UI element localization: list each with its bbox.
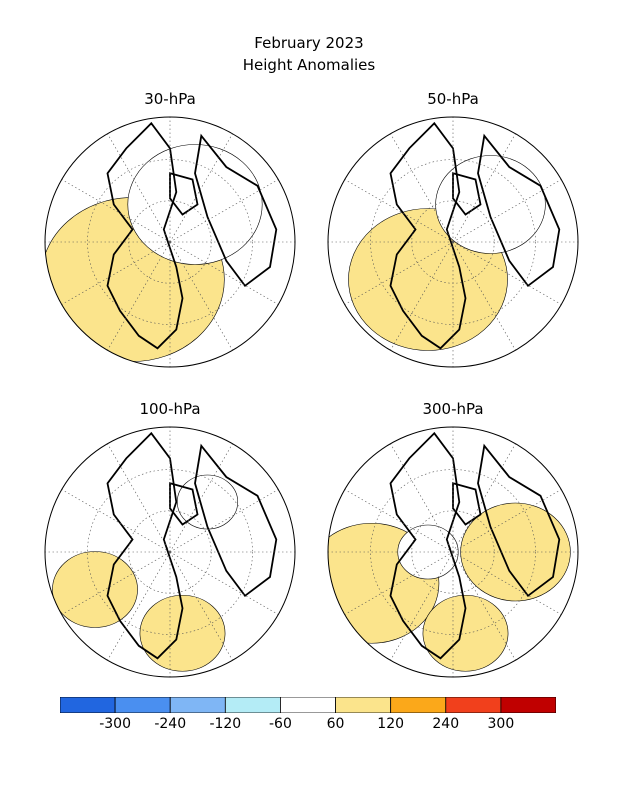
panel-50hpa: 50-hPa bbox=[323, 90, 583, 380]
panel-label-300hpa: 300-hPa bbox=[422, 400, 484, 418]
coastline bbox=[452, 482, 482, 526]
colorbar-segment bbox=[445, 697, 502, 713]
colorbar-tick-label: 120 bbox=[377, 716, 405, 732]
map-30hpa bbox=[44, 116, 296, 368]
anomaly-contour bbox=[435, 155, 546, 254]
colorbar-segment bbox=[224, 697, 281, 713]
map-border bbox=[327, 116, 579, 368]
meridian-line bbox=[390, 133, 454, 243]
colorbar bbox=[60, 697, 556, 713]
meridian-line bbox=[452, 443, 516, 553]
coastline bbox=[477, 133, 561, 288]
meridian-line bbox=[344, 489, 454, 553]
coastline bbox=[106, 431, 184, 660]
meridian-line bbox=[169, 241, 279, 305]
map-border bbox=[44, 426, 296, 678]
coastline bbox=[194, 443, 278, 598]
map-100hpa bbox=[44, 426, 296, 678]
panel-label-30hpa: 30-hPa bbox=[144, 90, 196, 108]
meridian-line bbox=[452, 551, 562, 615]
latitude-circle bbox=[370, 159, 536, 325]
panel-label-100hpa: 100-hPa bbox=[139, 400, 201, 418]
colorbar-segment bbox=[60, 697, 116, 713]
meridian-line bbox=[344, 179, 454, 243]
colorbar-tick-label: 300 bbox=[487, 716, 515, 732]
latitude-circle bbox=[87, 159, 253, 325]
colorbar-segment bbox=[390, 697, 447, 713]
meridian-line bbox=[452, 241, 516, 351]
meridian-line bbox=[452, 241, 562, 305]
meridian-line bbox=[452, 179, 562, 243]
map-title: February 2023 bbox=[254, 34, 364, 52]
colorbar-tick-label: -60 bbox=[269, 716, 292, 732]
map-border bbox=[327, 426, 579, 678]
map-subtitle: Height Anomalies bbox=[242, 56, 376, 74]
colorbar-tick-label: 240 bbox=[432, 716, 460, 732]
meridian-line bbox=[61, 489, 171, 553]
meridian-line bbox=[344, 241, 454, 305]
anomaly-contour bbox=[52, 551, 138, 628]
latitude-circle bbox=[87, 469, 253, 635]
colorbar-segment bbox=[280, 697, 336, 713]
meridian-line bbox=[169, 133, 233, 243]
meridian-line bbox=[169, 179, 279, 243]
meridian-line bbox=[61, 241, 171, 305]
panel-30hpa: 30-hPa bbox=[40, 90, 300, 380]
map-50hpa bbox=[327, 116, 579, 368]
colorbar-segment bbox=[169, 697, 226, 713]
latitude-circle bbox=[370, 469, 536, 635]
meridian-line bbox=[107, 241, 171, 351]
meridian-line bbox=[390, 551, 454, 661]
colorbar-tick-label: -120 bbox=[209, 716, 242, 732]
colorbar-ticks: -300 -240 -120 -60 60 120 240 300 bbox=[0, 716, 618, 736]
coastline bbox=[477, 443, 561, 598]
panel-label-50hpa: 50-hPa bbox=[427, 90, 479, 108]
colorbar-segment bbox=[500, 697, 556, 713]
coastline bbox=[194, 133, 278, 288]
panel-100hpa: 100-hPa bbox=[40, 400, 300, 690]
meridian-line bbox=[169, 489, 279, 553]
meridian-line bbox=[169, 443, 233, 553]
colorbar-tick-label: -240 bbox=[154, 716, 187, 732]
coastline bbox=[389, 121, 467, 350]
meridian-line bbox=[452, 489, 562, 553]
meridian-line bbox=[61, 179, 171, 243]
meridian-line bbox=[169, 551, 233, 661]
colorbar-tick-label: 60 bbox=[326, 716, 345, 732]
colorbar-tick-label: -300 bbox=[99, 716, 131, 732]
meridian-line bbox=[107, 551, 171, 661]
meridian-line bbox=[344, 551, 454, 615]
coastline bbox=[389, 431, 467, 660]
anomaly-contour bbox=[127, 144, 263, 265]
meridian-line bbox=[390, 443, 454, 553]
coastline bbox=[169, 482, 199, 526]
panel-300hpa: 300-hPa bbox=[323, 400, 583, 690]
meridian-line bbox=[107, 133, 171, 243]
coastline bbox=[169, 172, 199, 216]
meridian-line bbox=[169, 551, 279, 615]
map-300hpa bbox=[327, 426, 579, 678]
meridian-line bbox=[169, 241, 233, 351]
colorbar-segment bbox=[335, 697, 392, 713]
meridian-line bbox=[107, 443, 171, 553]
meridian-line bbox=[452, 551, 516, 661]
colorbar-segment bbox=[114, 697, 171, 713]
meridian-line bbox=[390, 241, 454, 351]
meridian-line bbox=[61, 551, 171, 615]
coastline bbox=[452, 172, 482, 216]
map-border bbox=[44, 116, 296, 368]
meridian-line bbox=[452, 133, 516, 243]
coastline bbox=[106, 121, 184, 350]
